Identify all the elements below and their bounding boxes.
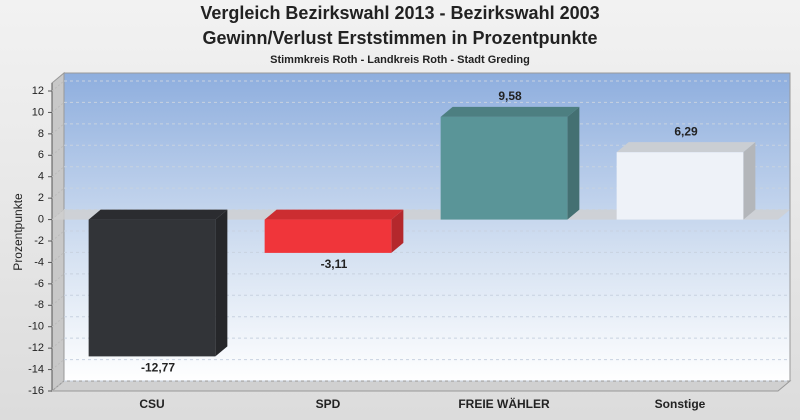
y-axis-label: Prozentpunkte	[11, 193, 25, 271]
x-tick-label: FREIE WÄHLER	[458, 396, 550, 411]
chart-title: Vergleich Bezirkswahl 2013 - Bezirkswahl…	[200, 3, 599, 23]
y-tick-label: 0	[38, 213, 44, 225]
bar-top	[264, 209, 404, 220]
x-tick-label: Sonstige	[655, 397, 706, 411]
bar	[440, 116, 568, 220]
value-label: -3,11	[321, 257, 348, 271]
grid-line	[51, 316, 65, 328]
grid-line	[51, 252, 65, 263]
grid-line	[51, 102, 65, 113]
bar	[88, 219, 216, 357]
y-tick-label: 6	[38, 149, 44, 161]
y-tick-label: -4	[34, 256, 44, 268]
x-tick-label: SPD	[316, 397, 341, 411]
y-tick-label: 12	[32, 85, 44, 97]
value-label: -12,77	[141, 361, 175, 375]
bar-top	[616, 142, 756, 153]
bar-side	[215, 209, 228, 357]
bar-top	[88, 209, 228, 220]
y-tick-label: -14	[28, 363, 44, 375]
y-tick-label: 10	[32, 106, 44, 118]
grid-line	[51, 166, 65, 178]
bar-side	[391, 209, 404, 253]
bar-top	[440, 106, 580, 117]
zero-plane	[52, 209, 790, 220]
y-tick-label: -16	[28, 385, 44, 397]
y-tick-label: -10	[28, 321, 44, 333]
y-tick-label: 8	[38, 128, 44, 140]
y-tick-label: 2	[38, 192, 44, 204]
bar	[264, 219, 392, 253]
bar-side	[743, 142, 756, 220]
grid-line	[51, 380, 65, 392]
y-tick-label: -12	[28, 342, 44, 354]
x-tick-label: CSU	[139, 397, 164, 411]
value-label: 6,29	[674, 124, 698, 138]
grid-line	[51, 273, 65, 285]
y-tick-label: -2	[34, 235, 44, 247]
grid-line	[51, 144, 65, 156]
bar-side	[567, 106, 580, 220]
grid-line	[51, 294, 65, 306]
y-tick-label: -6	[34, 278, 44, 290]
chart-title: Gewinn/Verlust Erststimmen in Prozentpun…	[202, 28, 597, 48]
grid-line	[51, 359, 65, 370]
y-tick-label: 4	[38, 171, 44, 183]
chart-subtitle: Stimmkreis Roth - Landkreis Roth - Stadt…	[270, 54, 530, 66]
bar	[616, 152, 744, 220]
y-tick-label: -8	[34, 299, 44, 311]
grid-line	[51, 80, 65, 92]
grid-line	[51, 123, 65, 135]
grid-line	[51, 230, 65, 242]
grid-line	[51, 187, 65, 199]
floor	[50, 380, 792, 392]
value-label: 9,58	[498, 89, 522, 103]
grid-line	[51, 337, 65, 349]
